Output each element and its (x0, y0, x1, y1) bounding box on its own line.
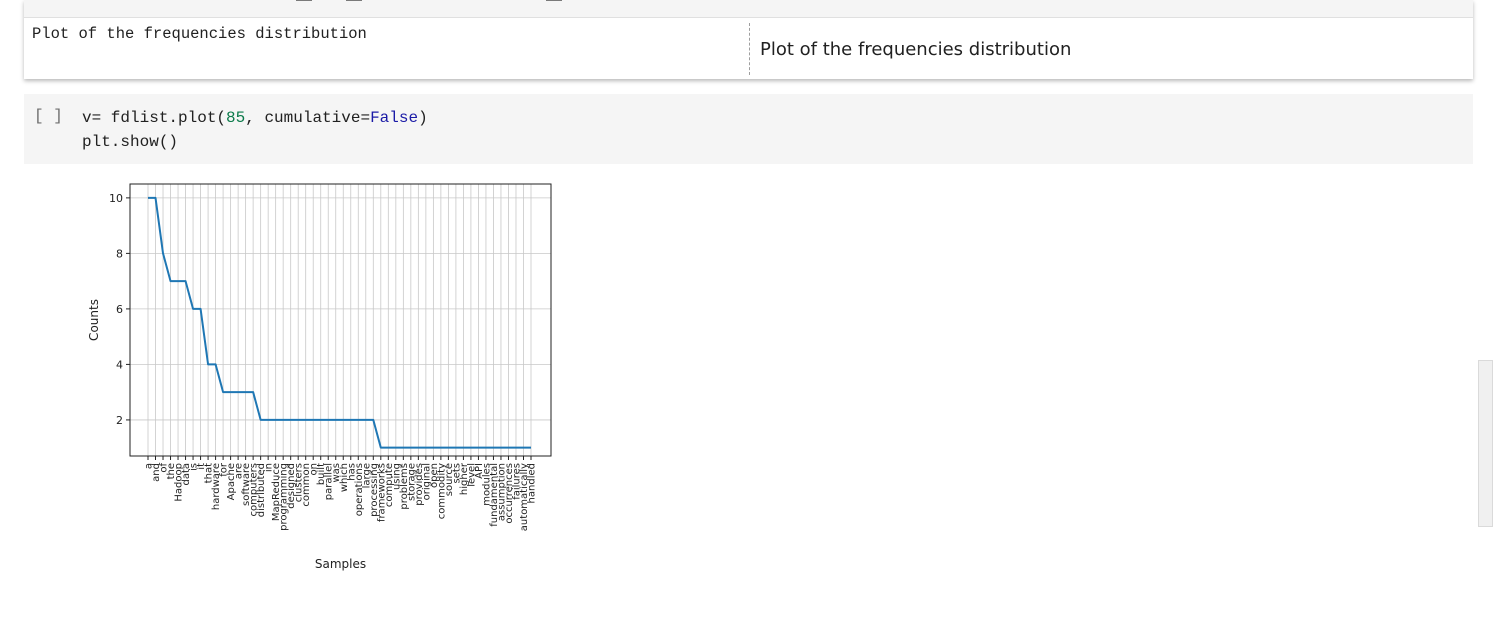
x-tick-label: programming (279, 463, 290, 531)
code-text: v= fdlist.plot( (82, 109, 227, 127)
x-tick-label: the (166, 463, 177, 479)
x-tick-label: MapReduce (271, 463, 282, 521)
x-tick-label: frameworks (376, 463, 387, 522)
y-tick-label: 4 (116, 358, 123, 371)
x-tick-label: operations (354, 463, 365, 516)
x-tick-label: sets (451, 463, 462, 484)
x-tick-label: source (444, 463, 455, 496)
toolbar-button-icon[interactable] (296, 0, 312, 1)
y-tick-label: 10 (109, 192, 123, 205)
x-tick-label: provides (414, 463, 425, 506)
y-tick-label: 8 (116, 247, 123, 260)
x-tick-label: hardware (211, 463, 222, 510)
x-tick-label: it (196, 463, 207, 470)
code-editor[interactable]: v= fdlist.plot(85, cumulative=False) plt… (82, 106, 428, 154)
x-tick-label: modules (481, 463, 492, 506)
code-number: 85 (226, 109, 246, 127)
x-tick-label: for (219, 462, 230, 477)
code-text: ) (418, 109, 428, 127)
code-cell[interactable]: [ ] v= fdlist.plot(85, cumulative=False)… (24, 94, 1473, 164)
x-tick-label: level (466, 463, 477, 487)
x-tick-label: has (346, 463, 357, 481)
y-tick-label: 6 (116, 303, 123, 316)
x-tick-label: a (144, 463, 155, 469)
x-tick-label: built (316, 463, 327, 485)
y-tick-label: 2 (116, 414, 123, 427)
frequency-distribution-plot: 2 4 6 8 10 aandoftheHadoopdataisitthathardwar… (87, 183, 552, 571)
x-tick-label: API (474, 463, 485, 479)
x-tick-label: was (331, 463, 342, 483)
toolbar-button-icon[interactable] (546, 0, 562, 1)
x-tick-label: using (391, 463, 402, 490)
code-text: plt.show() (82, 133, 179, 151)
x-tick-label: occurrences (504, 463, 515, 524)
markdown-preview: Plot of the frequencies distribution (760, 39, 1072, 60)
x-tick-label: clusters (294, 463, 305, 502)
x-tick-label: designed (286, 463, 297, 509)
markdown-editor[interactable]: Plot of the frequencies distribution (32, 25, 367, 43)
x-tick-label: computers (249, 463, 260, 516)
run-cell-button[interactable]: [ ] (34, 107, 63, 125)
plot-frame (129, 183, 552, 457)
x-tick-label: assumption (496, 463, 507, 521)
x-tick-label: failures (511, 463, 522, 500)
editor-preview-divider (749, 23, 750, 75)
x-tick-label: automatically (519, 463, 530, 531)
frequency-series-line (148, 196, 531, 449)
x-tick-label: on (309, 463, 320, 475)
vertical-scrollbar[interactable] (1478, 360, 1493, 527)
x-tick-label: is (189, 463, 200, 471)
plot-background (130, 184, 551, 456)
code-text: , cumulative= (245, 109, 371, 127)
toolbar-button-icon[interactable] (346, 0, 362, 1)
x-tick-label: in (264, 463, 275, 472)
x-tick-label: processing (369, 463, 380, 517)
x-tick-label: higher (459, 462, 470, 495)
x-tick-label: original (421, 463, 432, 500)
x-tick-label: of (159, 463, 170, 473)
x-tick-label: common (301, 463, 312, 507)
x-tick-label: compute (384, 463, 395, 507)
x-tick-label: open (429, 463, 440, 488)
x-tick-label: which (339, 463, 350, 492)
y-axis-label: Counts (87, 299, 101, 341)
x-tick-label: handled (527, 463, 538, 503)
x-tick-label: storage (406, 463, 417, 501)
x-tick-label: parallel (324, 463, 335, 500)
x-tick-label: problems (399, 463, 410, 510)
x-tick-label: data (181, 463, 192, 486)
x-tick-label: that (204, 463, 215, 483)
x-tick-label: fundamental (489, 463, 500, 527)
x-tick-label: Apache (226, 463, 237, 500)
x-tick-label: distributed (256, 463, 267, 517)
x-tick-label: are (234, 463, 245, 479)
x-tick-label: large (361, 463, 372, 488)
x-tick-label: and (151, 463, 162, 482)
markdown-text-cell[interactable]: Plot of the frequencies distribution Plo… (24, 0, 1473, 79)
code-keyword: False (370, 109, 419, 127)
x-tick-label: software (241, 463, 252, 506)
x-tick-label: commodity (436, 463, 447, 519)
text-cell-toolbar (24, 0, 1473, 18)
x-tick-label: Hadoop (174, 463, 185, 502)
x-axis-label: Samples (315, 557, 366, 571)
